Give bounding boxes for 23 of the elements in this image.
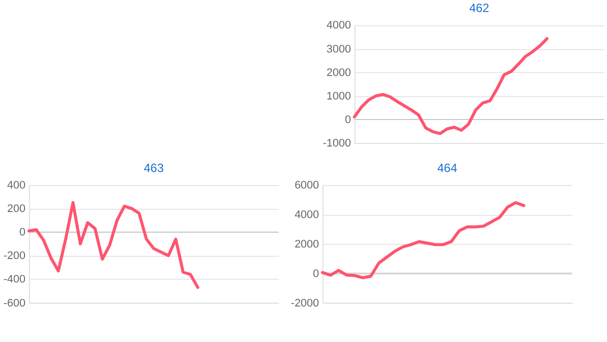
y-tick-label: -2000 xyxy=(290,297,319,310)
y-tick-label: 0 xyxy=(19,226,26,239)
y-tick-label: -600 xyxy=(3,297,26,310)
y-tick-label: 200 xyxy=(7,203,26,216)
y-tick-label: -1000 xyxy=(322,138,351,150)
y-tick-label: 0 xyxy=(312,268,319,280)
line-series xyxy=(27,201,200,289)
y-tick-label: 3000 xyxy=(326,43,351,56)
y-tick-label: 2000 xyxy=(326,66,351,79)
chart-title: 464 xyxy=(437,160,458,175)
line-series xyxy=(320,201,526,280)
y-tick-label: 4000 xyxy=(326,20,351,32)
y-tick-label: 0 xyxy=(344,114,351,126)
y-tick-label: 400 xyxy=(7,179,26,192)
y-tick-label: 2000 xyxy=(294,238,319,250)
chart-title: 463 xyxy=(144,160,164,175)
y-tick-label: -200 xyxy=(3,250,26,262)
y-tick-label: 4000 xyxy=(294,208,319,221)
y-tick-label: 1000 xyxy=(326,90,351,102)
line-series xyxy=(352,37,548,136)
y-tick-label: 6000 xyxy=(294,179,319,192)
chart-title: 462 xyxy=(469,1,490,16)
y-tick-label: -400 xyxy=(3,274,26,286)
